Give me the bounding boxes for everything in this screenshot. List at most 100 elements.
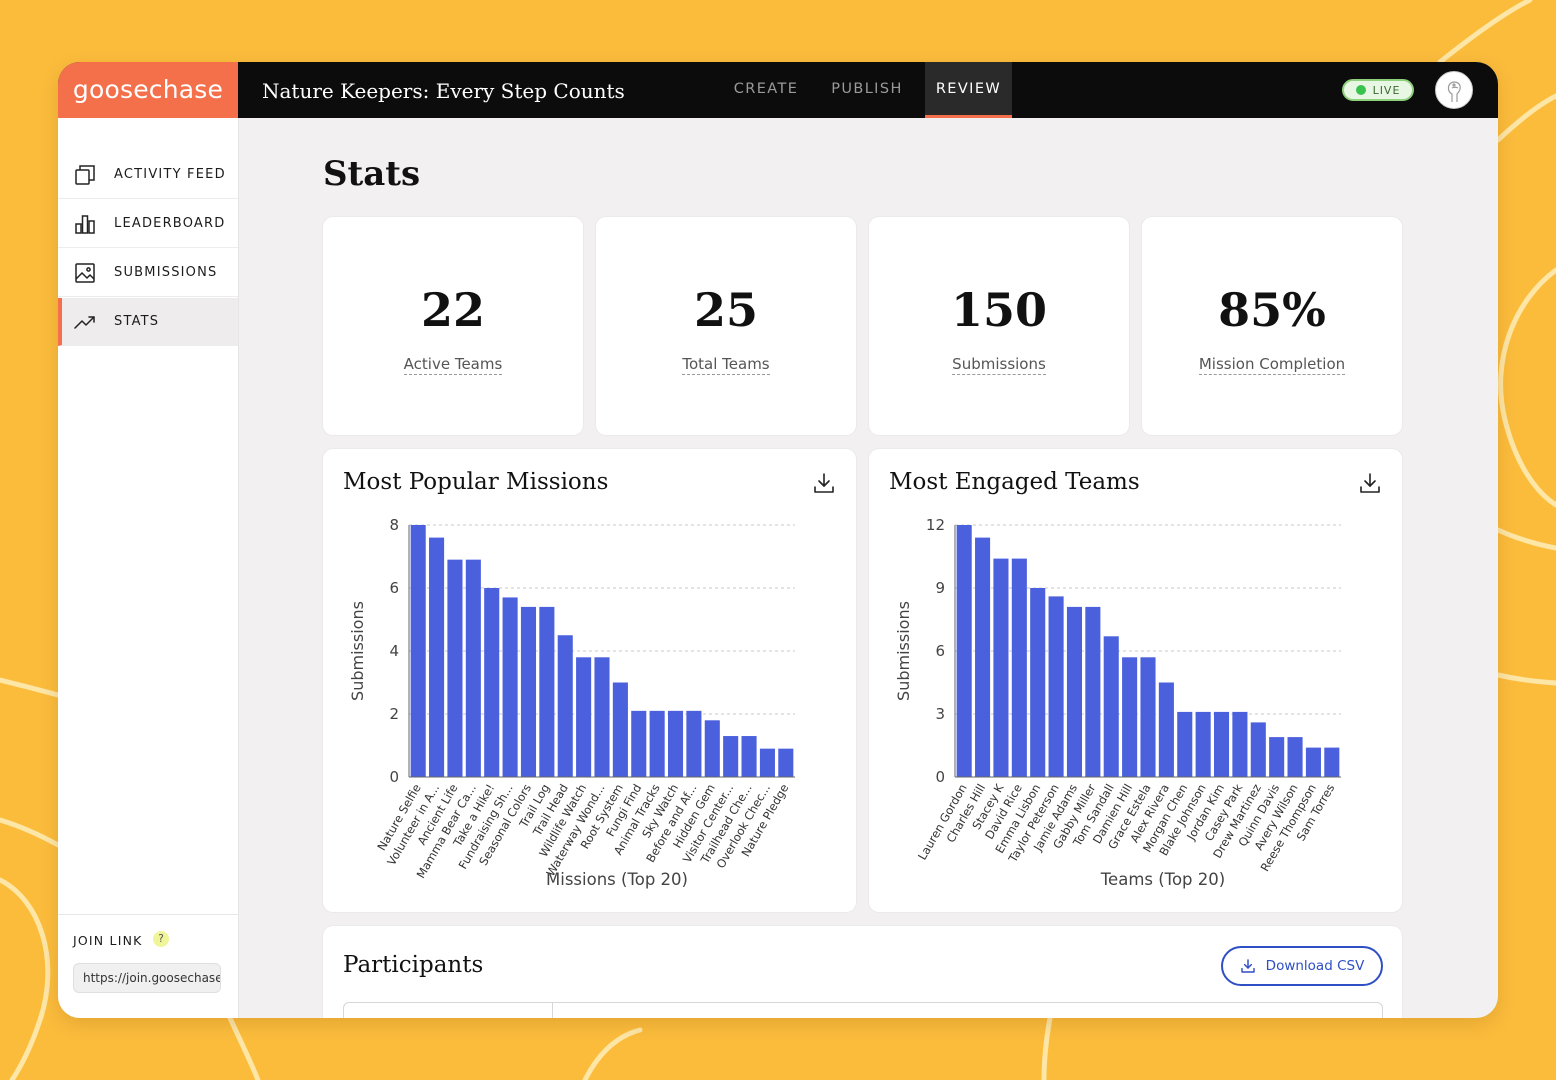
- bar: [502, 597, 518, 777]
- bar: [631, 710, 647, 777]
- bar: [1232, 711, 1248, 777]
- bars: [410, 525, 794, 777]
- y-tick-label: 6: [935, 642, 945, 660]
- y-tick-label: 3: [935, 705, 945, 723]
- trend-icon: [74, 316, 95, 329]
- stat-label[interactable]: Active Teams: [323, 355, 583, 375]
- bar: [704, 720, 720, 777]
- bar: [1195, 711, 1211, 777]
- download-csv-label: Download CSV: [1265, 958, 1365, 974]
- bar: [1305, 747, 1321, 777]
- help-icon[interactable]: ?: [153, 931, 169, 947]
- stat-label-text: Submissions: [952, 355, 1046, 375]
- bar: [741, 736, 757, 777]
- bar: [759, 748, 775, 777]
- y-tick-label: 0: [389, 768, 399, 786]
- stat-card-submissions: 150 Submissions: [869, 217, 1129, 435]
- join-link-field[interactable]: https://join.goosechase.com: [73, 963, 221, 993]
- bar: [465, 559, 481, 777]
- bar: [447, 559, 463, 777]
- y-tick-label: 4: [389, 642, 399, 660]
- participants-card: Participants Download CSV: [323, 926, 1402, 1018]
- bar: [1287, 737, 1303, 777]
- stat-value: 150: [950, 283, 1048, 337]
- sidebar-item-stats[interactable]: STATS: [58, 298, 238, 346]
- avatar-icon: [1447, 81, 1461, 102]
- y-tick-label: 2: [389, 705, 399, 723]
- tab-publish[interactable]: PUBLISH: [831, 81, 903, 97]
- bar: [410, 525, 426, 777]
- bar: [667, 710, 684, 777]
- sidebar-item-leaderboard[interactable]: LEADERBOARD: [58, 200, 238, 248]
- stat-card-active-teams: 22 Active Teams: [323, 217, 583, 435]
- bar: [1324, 747, 1340, 777]
- bar: [975, 537, 991, 777]
- x-axis-label: Teams (Top 20): [1100, 870, 1225, 889]
- chart-card-popular-missions: Most Popular Missions 0 2 4 6 8 Nature Selfie…: [323, 449, 856, 912]
- tab-create[interactable]: CREATE: [733, 81, 799, 97]
- activity-feed-icon: [75, 165, 95, 185]
- join-link-label: JOIN LINK: [73, 933, 143, 948]
- live-status-badge[interactable]: LIVE: [1342, 79, 1414, 101]
- table-column-divider: [552, 1003, 553, 1018]
- bar: [1250, 722, 1266, 777]
- bar: [576, 657, 592, 777]
- bar: [1085, 606, 1101, 777]
- sidebar-label-activity-feed: ACTIVITY FEED: [114, 167, 226, 182]
- stat-label-text: Mission Completion: [1198, 355, 1346, 375]
- sidebar-label-leaderboard: LEADERBOARD: [114, 216, 226, 231]
- join-link-section: JOIN LINK ? https://join.goosechase.com: [58, 914, 238, 1018]
- live-dot-icon: [1355, 85, 1366, 95]
- stat-value: 85%: [1218, 283, 1326, 337]
- bar: [557, 635, 573, 777]
- bar: [1177, 711, 1193, 777]
- live-label: LIVE: [1372, 83, 1401, 97]
- stat-label[interactable]: Submissions: [869, 355, 1129, 375]
- bar: [1048, 596, 1064, 777]
- stat-label-text: Active Teams: [403, 355, 503, 375]
- sidebar-label-submissions: SUBMISSIONS: [114, 265, 218, 280]
- bar: [778, 748, 794, 777]
- y-tick-label: 8: [389, 516, 399, 534]
- stat-label[interactable]: Total Teams: [596, 355, 856, 375]
- bar: [723, 736, 739, 777]
- chart-title: Most Popular Missions: [343, 469, 609, 495]
- sidebar-item-submissions[interactable]: SUBMISSIONS: [58, 249, 238, 297]
- y-tick-label: 6: [389, 579, 399, 597]
- download-icon[interactable]: [812, 471, 836, 495]
- bar: [686, 710, 702, 777]
- user-avatar[interactable]: [1435, 71, 1473, 109]
- x-axis-label: Missions (Top 20): [546, 870, 688, 889]
- hunt-title: Nature Keepers: Every Step Counts: [262, 79, 625, 103]
- stat-value: 25: [693, 283, 758, 337]
- stat-label-text: Total Teams: [682, 355, 770, 375]
- bar: [594, 657, 610, 777]
- bar: [539, 606, 555, 777]
- bar: [429, 537, 445, 777]
- bar: [993, 558, 1009, 777]
- leaderboard-icon: [75, 215, 95, 234]
- bar: [1122, 657, 1138, 777]
- bar: [1066, 606, 1083, 777]
- bar: [1158, 682, 1174, 777]
- chart-card-engaged-teams: Most Engaged Teams 0 3 6 9 12 Lauren Gordon Ch…: [869, 449, 1402, 912]
- stat-value: 22: [420, 283, 485, 337]
- sidebar-label-stats: STATS: [114, 314, 160, 329]
- app-window: goosechase Nature Keepers: Every Step Co…: [58, 62, 1498, 1018]
- y-tick-label: 12: [926, 516, 945, 534]
- y-tick-label: 0: [935, 768, 945, 786]
- bar: [1269, 737, 1285, 777]
- stat-label[interactable]: Mission Completion: [1142, 355, 1402, 375]
- bar: [649, 710, 665, 777]
- download-csv-button[interactable]: Download CSV: [1221, 946, 1383, 986]
- bars: [956, 525, 1340, 777]
- goosechase-logo[interactable]: goosechase: [58, 62, 238, 118]
- y-tick-label: 9: [935, 579, 945, 597]
- sidebar-item-activity-feed[interactable]: ACTIVITY FEED: [58, 151, 238, 199]
- download-icon[interactable]: [1358, 471, 1382, 495]
- tab-review[interactable]: REVIEW: [925, 62, 1012, 118]
- participants-table: [343, 1002, 1383, 1018]
